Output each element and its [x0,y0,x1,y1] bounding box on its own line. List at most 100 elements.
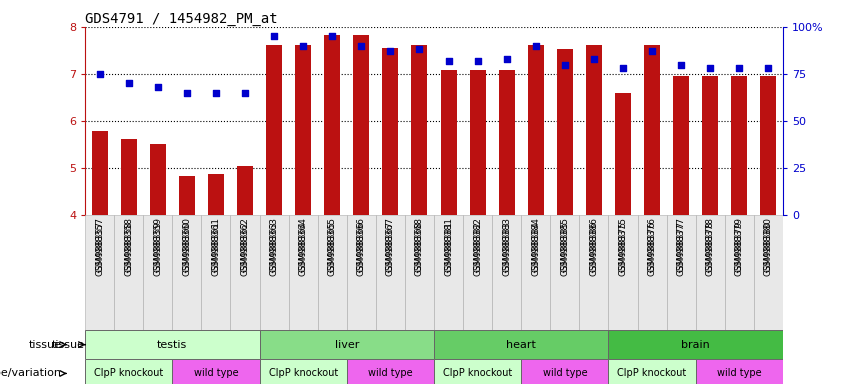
Text: GSM988379: GSM988379 [734,221,744,276]
Text: GSM988359: GSM988359 [153,221,163,276]
Text: GSM988385: GSM988385 [560,221,569,276]
Point [267,33,281,40]
FancyBboxPatch shape [754,215,783,330]
Text: liver: liver [334,339,359,350]
Point [587,56,601,62]
FancyBboxPatch shape [666,215,696,330]
Bar [353,35,369,215]
Bar [761,76,776,215]
Text: GSM988364: GSM988364 [299,221,308,276]
Text: GSM988375: GSM988375 [619,217,627,272]
Point [355,43,368,49]
Bar [382,48,398,215]
Point [704,65,717,71]
Text: ClpP knockout: ClpP knockout [443,368,512,379]
FancyBboxPatch shape [85,359,172,384]
Text: GSM988364: GSM988364 [299,217,308,272]
Text: wild type: wild type [717,368,762,379]
FancyBboxPatch shape [260,215,288,330]
Text: GSM988385: GSM988385 [560,217,569,272]
FancyBboxPatch shape [288,215,317,330]
Bar [470,70,486,215]
Text: GSM988363: GSM988363 [270,217,278,272]
Text: GSM988378: GSM988378 [705,217,715,272]
FancyBboxPatch shape [608,330,783,359]
Text: GSM988357: GSM988357 [95,217,104,272]
Text: ClpP knockout: ClpP knockout [94,368,163,379]
Bar [179,176,195,215]
Text: GSM988368: GSM988368 [415,217,424,272]
FancyBboxPatch shape [143,215,172,330]
Text: tissue: tissue [52,339,85,350]
Text: GSM988358: GSM988358 [124,217,134,272]
FancyBboxPatch shape [434,359,521,384]
Bar [499,70,515,215]
FancyBboxPatch shape [580,215,608,330]
Text: GSM988386: GSM988386 [590,221,598,276]
Point [645,48,659,55]
Bar [324,35,340,215]
FancyBboxPatch shape [260,359,347,384]
Bar [208,174,224,215]
Text: GSM988368: GSM988368 [415,221,424,276]
Point [674,61,688,68]
Point [442,58,455,64]
FancyBboxPatch shape [114,215,143,330]
Text: GSM988367: GSM988367 [386,221,395,276]
Point [180,90,194,96]
Bar [644,45,660,215]
Text: GDS4791 / 1454982_PM_at: GDS4791 / 1454982_PM_at [85,12,277,26]
FancyBboxPatch shape [260,330,434,359]
FancyBboxPatch shape [405,215,434,330]
Point [209,90,223,96]
Text: GSM988384: GSM988384 [531,221,540,276]
FancyBboxPatch shape [521,215,551,330]
Text: tissue: tissue [28,339,61,350]
FancyBboxPatch shape [637,215,666,330]
Text: GSM988382: GSM988382 [473,221,483,276]
Text: GSM988358: GSM988358 [124,221,134,276]
Text: GSM988381: GSM988381 [444,217,453,272]
Text: GSM988362: GSM988362 [241,221,249,276]
FancyBboxPatch shape [608,215,637,330]
Bar [557,49,573,215]
Point [413,46,426,53]
Text: GSM988362: GSM988362 [241,217,249,272]
Text: GSM988377: GSM988377 [677,217,686,272]
Text: GSM988386: GSM988386 [590,217,598,272]
FancyBboxPatch shape [434,330,608,359]
Point [762,65,775,71]
Text: GSM988360: GSM988360 [182,217,191,272]
FancyBboxPatch shape [347,215,376,330]
Text: wild type: wild type [543,368,587,379]
Text: GSM988375: GSM988375 [619,221,627,276]
Bar [237,166,253,215]
Text: GSM988361: GSM988361 [211,217,220,272]
Text: GSM988365: GSM988365 [328,221,337,276]
Text: GSM988359: GSM988359 [153,217,163,272]
FancyBboxPatch shape [608,359,696,384]
FancyBboxPatch shape [492,215,521,330]
Text: GSM988379: GSM988379 [734,217,744,272]
Point [296,43,310,49]
Point [616,65,630,71]
Point [122,80,135,86]
Point [558,61,572,68]
Point [733,65,746,71]
Text: wild type: wild type [194,368,238,379]
FancyBboxPatch shape [463,215,492,330]
FancyBboxPatch shape [696,359,783,384]
Bar [441,70,456,215]
Text: GSM988376: GSM988376 [648,217,657,272]
Point [93,71,106,77]
Point [238,90,252,96]
Bar [121,139,137,215]
Bar [92,131,107,215]
FancyBboxPatch shape [725,215,754,330]
Text: GSM988360: GSM988360 [182,221,191,276]
Text: wild type: wild type [368,368,413,379]
FancyBboxPatch shape [85,215,114,330]
Bar [412,45,427,215]
Bar [615,93,631,215]
Text: GSM988383: GSM988383 [502,221,511,276]
